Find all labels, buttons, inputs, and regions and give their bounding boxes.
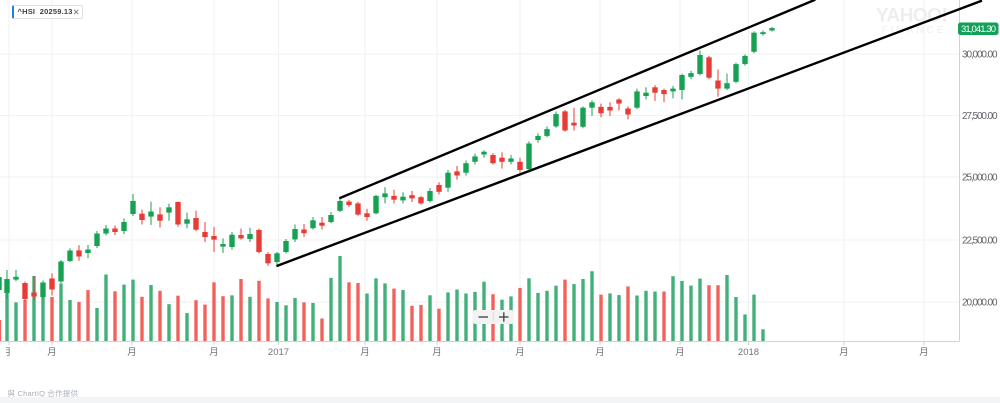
svg-text:2017: 2017 bbox=[268, 347, 289, 358]
svg-text:月: 月 bbox=[595, 347, 605, 358]
svg-text:月: 月 bbox=[515, 347, 525, 358]
svg-text:月: 月 bbox=[360, 347, 370, 358]
svg-text:25,000.00: 25,000.00 bbox=[962, 173, 998, 184]
svg-text:!: ! bbox=[942, 6, 948, 27]
svg-text:月: 月 bbox=[2, 347, 12, 358]
svg-text:30,000.00: 30,000.00 bbox=[962, 50, 998, 61]
svg-text:FINANCE: FINANCE bbox=[882, 25, 944, 36]
svg-text:22,500.00: 22,500.00 bbox=[962, 236, 998, 247]
svg-text:月: 月 bbox=[432, 347, 442, 358]
svg-text:2018: 2018 bbox=[738, 347, 759, 358]
svg-text:月: 月 bbox=[675, 347, 685, 358]
svg-text:月: 月 bbox=[839, 347, 849, 358]
svg-text:31,041.30: 31,041.30 bbox=[961, 24, 996, 35]
svg-text:月: 月 bbox=[919, 347, 929, 358]
svg-text:YAHOO: YAHOO bbox=[876, 6, 942, 27]
svg-text:27,500.00: 27,500.00 bbox=[962, 111, 998, 122]
svg-text:20,000.00: 20,000.00 bbox=[962, 298, 998, 309]
svg-text:月: 月 bbox=[209, 347, 219, 358]
svg-text:月: 月 bbox=[127, 347, 137, 358]
svg-text:月: 月 bbox=[47, 347, 57, 358]
